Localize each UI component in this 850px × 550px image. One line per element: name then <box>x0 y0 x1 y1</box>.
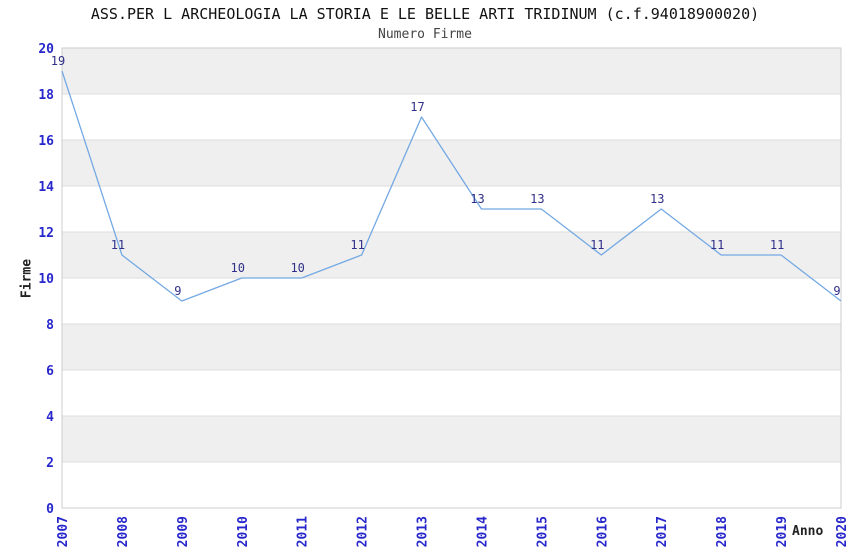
grid-band <box>62 462 841 508</box>
chart-title: ASS.PER L ARCHEOLOGIA LA STORIA E LE BEL… <box>90 5 760 23</box>
x-tick-label: 2017 <box>655 516 670 547</box>
y-tick-label: 16 <box>38 134 54 149</box>
data-label: 19 <box>51 54 65 68</box>
x-tick-label: 2019 <box>775 516 790 547</box>
y-tick-label: 14 <box>38 180 54 195</box>
data-label: 13 <box>470 192 484 206</box>
data-label: 9 <box>174 284 181 298</box>
data-label: 11 <box>350 238 364 252</box>
y-tick-label: 12 <box>38 226 54 241</box>
series-line <box>61 70 842 302</box>
y-tick-label: 18 <box>38 88 54 103</box>
x-tick-label: 2012 <box>356 516 371 547</box>
x-tick-label: 2013 <box>416 516 431 547</box>
x-tick-label: 2014 <box>475 516 490 547</box>
data-label: 11 <box>770 238 784 252</box>
data-label: 10 <box>290 261 304 275</box>
data-label: 11 <box>710 238 724 252</box>
y-tick-label: 10 <box>38 272 54 287</box>
data-label: 13 <box>650 192 664 206</box>
x-tick-label: 2018 <box>715 516 730 547</box>
grid-band <box>62 48 841 94</box>
x-tick-label: 2010 <box>236 516 251 547</box>
x-tick-label: 2007 <box>56 516 71 547</box>
chart-subtitle: Numero Firme <box>378 27 472 42</box>
data-label: 13 <box>530 192 544 206</box>
data-label: 17 <box>410 100 424 114</box>
y-tick-label: 8 <box>46 318 54 333</box>
grid-band <box>62 94 841 140</box>
grid-band <box>62 416 841 462</box>
y-axis-title: Firme <box>19 258 35 299</box>
grid-band <box>62 370 841 416</box>
y-tick-label: 20 <box>38 42 54 57</box>
data-label: 9 <box>833 284 840 298</box>
x-tick-label: 2020 <box>835 516 850 547</box>
data-label: 11 <box>590 238 604 252</box>
y-tick-label: 6 <box>46 364 54 379</box>
x-tick-label: 2008 <box>116 516 131 547</box>
x-tick-label: 2009 <box>176 516 191 547</box>
x-tick-label: 2016 <box>595 516 610 547</box>
x-tick-label: 2015 <box>535 516 550 547</box>
plot-border <box>61 47 842 509</box>
grid-band <box>62 186 841 232</box>
grid-band <box>62 324 841 370</box>
y-tick-label: 4 <box>46 410 54 425</box>
x-tick-label: 2011 <box>296 516 311 547</box>
x-axis-title: Anno <box>792 524 824 539</box>
data-label: 10 <box>231 261 245 275</box>
y-tick-label: 2 <box>46 456 54 471</box>
data-label: 11 <box>111 238 125 252</box>
y-tick-label: 0 <box>46 502 54 517</box>
grid-band <box>62 232 841 278</box>
grid-band <box>62 278 841 324</box>
